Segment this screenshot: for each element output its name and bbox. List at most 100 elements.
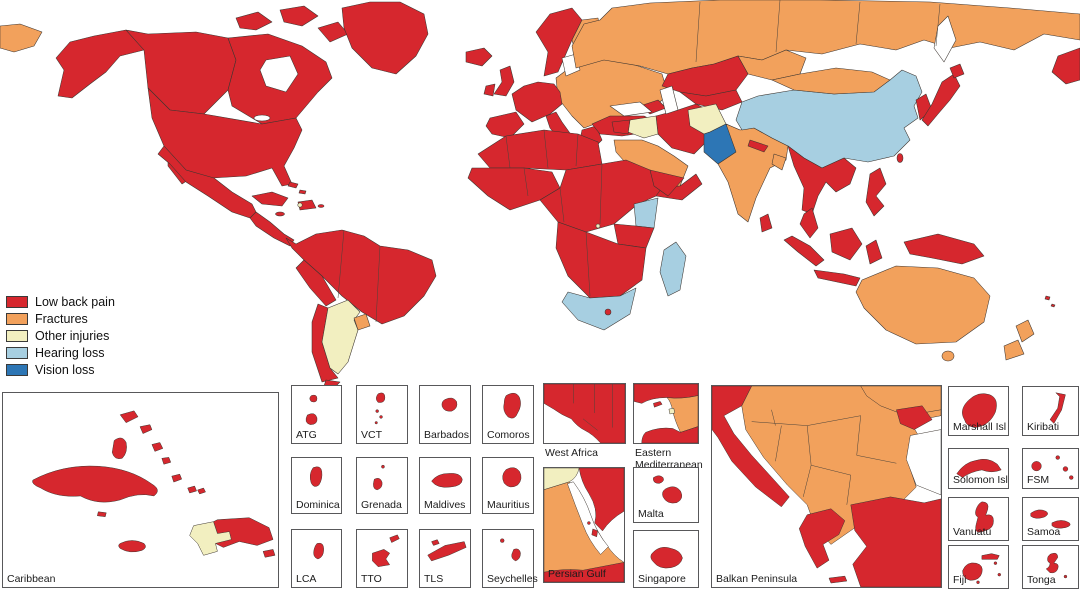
island-shape	[1030, 509, 1071, 529]
black-sea	[906, 429, 941, 496]
inset-solomon: Solomon Isl	[948, 448, 1009, 489]
inset-label-atg: ATG	[296, 428, 317, 441]
pg-qatar	[591, 528, 598, 538]
island-shape	[431, 473, 463, 488]
inset-fsm: FSM	[1022, 448, 1079, 489]
inset-seychelles: Seychelles	[482, 529, 538, 588]
region-south-africa	[561, 287, 637, 331]
inset-label-fiji: Fiji	[953, 573, 967, 586]
legend-item-fractures: Fractures	[6, 311, 115, 326]
inset-fiji: Fiji	[948, 545, 1009, 589]
region-arctic-islands	[279, 5, 319, 27]
region-taiwan	[896, 153, 904, 163]
legend-label: Hearing loss	[35, 345, 105, 360]
inset-label-caribbean: Caribbean	[7, 572, 56, 585]
inset-label-tto: TTO	[361, 572, 382, 585]
pg-bahrain	[587, 521, 591, 525]
island-shape	[427, 539, 467, 562]
region-australia	[855, 265, 991, 345]
country-borders	[337, 0, 941, 323]
island-shape	[313, 542, 324, 560]
great-lakes	[253, 114, 271, 122]
island-shape	[993, 561, 998, 565]
inset-label-dominica: Dominica	[296, 498, 340, 511]
inset-eastern-mediterranean	[633, 383, 699, 444]
region-philippines	[865, 167, 887, 217]
region-southern-africa	[555, 221, 647, 299]
island-shape	[305, 394, 318, 425]
inset-tls: TLS	[419, 529, 471, 588]
bahamas-islands	[119, 410, 197, 494]
inset-samoa: Samoa	[1022, 497, 1079, 541]
inset-label-grenada: Grenada	[361, 498, 402, 511]
turks-island	[197, 487, 206, 495]
legend-label: Vision loss	[35, 362, 95, 377]
em-egypt	[641, 426, 698, 443]
region-borneo	[829, 227, 863, 261]
legend-label: Low back pain	[35, 294, 115, 309]
inset-lca: LCA	[291, 529, 342, 588]
island-shape	[962, 553, 1000, 581]
inset-kiribati: Kiribati	[1022, 386, 1079, 436]
legend-swatch-fractures	[6, 312, 28, 325]
inset-comoros: Comoros	[482, 385, 534, 444]
island-shape	[1063, 574, 1068, 579]
region-haiti	[297, 202, 303, 208]
region-sri-lanka	[759, 213, 773, 233]
balkan-italy-austria	[712, 386, 790, 508]
island-shape	[502, 467, 522, 488]
inset-vanuatu: Vanuatu	[948, 497, 1009, 541]
region-siberia	[737, 49, 807, 81]
island-shape	[997, 572, 1001, 577]
em-israel	[668, 407, 675, 415]
legend-item-hearing-loss: Hearing loss	[6, 345, 115, 360]
island-shape	[375, 409, 379, 413]
island-shape	[503, 392, 521, 419]
inset-mauritius: Mauritius	[482, 457, 534, 514]
legend-swatch-low-back-pain	[6, 295, 28, 308]
region-japan	[921, 73, 961, 127]
region-ireland	[483, 83, 496, 97]
island-shape	[441, 397, 458, 412]
island-shape	[381, 464, 385, 469]
inset-west-africa	[543, 383, 626, 444]
legend-swatch-other-injuries	[6, 329, 28, 342]
inset-caribbean: Caribbean	[2, 392, 279, 588]
inset-maldives: Maldives	[419, 457, 471, 514]
inset-grenada: Grenada	[356, 457, 408, 514]
legend-label: Fractures	[35, 311, 88, 326]
region-peru-bolivia	[295, 259, 337, 307]
inset-label-samoa: Samoa	[1027, 525, 1061, 538]
inset-atg: ATG	[291, 385, 342, 444]
island-shape	[1049, 392, 1066, 424]
inset-label-marshall: Marshall Isl	[953, 420, 1007, 433]
west-africa-land	[544, 384, 625, 443]
balkan-turkey	[850, 496, 941, 587]
island-shape	[373, 478, 383, 491]
region-alaska	[55, 29, 145, 99]
balkan-greece	[798, 508, 846, 569]
region-sumatra	[783, 235, 825, 267]
jamaica-island	[118, 540, 146, 553]
island-shape	[500, 538, 505, 543]
black-sea	[609, 101, 653, 117]
island-shape	[975, 501, 994, 533]
cuba-island	[32, 465, 158, 503]
region-burundi	[595, 223, 601, 229]
region-puerto-rico	[317, 204, 325, 208]
region-russia	[571, 0, 1080, 75]
region-new-zealand	[1003, 319, 1035, 361]
island-shape	[1031, 461, 1042, 472]
inset-label-solomon: Solomon Isl	[953, 473, 1008, 486]
inset-label-persian-gulf: Persian Gulf	[548, 567, 606, 580]
island-shape	[956, 458, 1002, 478]
puerto-rico-island	[262, 549, 276, 558]
pg-iran	[578, 468, 624, 532]
island-shape	[1055, 455, 1060, 460]
inset-tto: TTO	[356, 529, 408, 588]
region-tasmania	[941, 350, 955, 362]
inset-label-comoros: Comoros	[487, 428, 530, 441]
island-shape	[511, 548, 521, 562]
legend-item-low-back-pain: Low back pain	[6, 294, 115, 309]
